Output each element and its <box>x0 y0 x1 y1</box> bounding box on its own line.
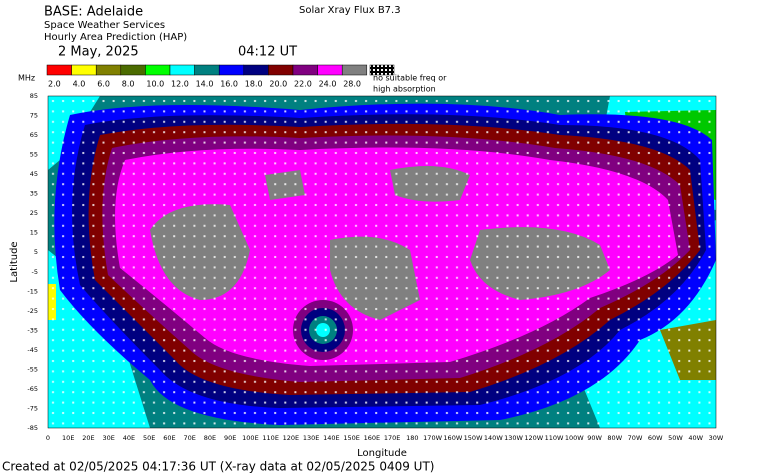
latitude-label: 25 <box>30 209 38 217</box>
longitude-label: 80W <box>607 434 622 442</box>
latitude-label: 55 <box>30 151 38 159</box>
legend-swatch <box>71 64 97 76</box>
longitude-label: 100W <box>565 434 584 442</box>
longitude-label: 140W <box>484 434 503 442</box>
longitude-label: 70E <box>184 434 196 442</box>
longitude-label: 140E <box>323 434 340 442</box>
flux: Solar Xray Flux B7.3 <box>299 5 401 16</box>
longitude-label: 150E <box>343 434 360 442</box>
longitude-label: 60W <box>648 434 663 442</box>
latitude-label: 5 <box>34 248 38 256</box>
legend-label: 22.0 <box>294 80 312 89</box>
latitude-label: -15 <box>27 287 38 295</box>
legend-label: 24.0 <box>319 80 337 89</box>
legend-swatch <box>292 64 318 76</box>
latitude-label: -85 <box>27 424 38 432</box>
legend-label: 2.0 <box>48 80 61 89</box>
longitude-label: 60E <box>163 434 175 442</box>
longitude-label: 80E <box>204 434 216 442</box>
legend-label: 4.0 <box>73 80 86 89</box>
longitude-label: 20E <box>82 434 94 442</box>
legend-swatch <box>317 64 343 76</box>
legend-swatch <box>341 64 368 76</box>
longitude-label: 100E <box>242 434 259 442</box>
latitude-label: 85 <box>30 92 38 100</box>
latitude-label: 75 <box>30 112 38 120</box>
longitude-label: 70W <box>628 434 643 442</box>
latitude-label: -5 <box>32 268 38 276</box>
legend-swatch <box>46 64 72 76</box>
legend-label: 16.0 <box>220 80 238 89</box>
no-freq-label: high absorption <box>373 85 436 94</box>
longitude-label: 0 <box>46 434 50 442</box>
legend-label: 18.0 <box>245 80 263 89</box>
longitude-label: 130E <box>303 434 320 442</box>
latitude-label: -35 <box>27 326 38 334</box>
footer: Created at 02/05/2025 04:17:36 UT (X-ray… <box>2 460 434 474</box>
legend-swatch <box>120 64 146 76</box>
longitude-label: 120E <box>283 434 300 442</box>
legend-swatch <box>145 64 171 76</box>
legend-label: 12.0 <box>171 80 189 89</box>
latitude-label: 65 <box>30 131 38 139</box>
legend-label: 6.0 <box>97 80 110 89</box>
legend-swatch <box>194 64 220 76</box>
latitude-label: 45 <box>30 170 38 178</box>
latitude-label: -25 <box>27 307 38 315</box>
longitude-label: 90W <box>587 434 602 442</box>
base: BASE: Adelaide <box>44 5 143 20</box>
longitude-label: 40W <box>688 434 703 442</box>
legend-unit: MHz <box>18 74 35 83</box>
longitude-label: 170W <box>423 434 442 442</box>
plot-frame <box>47 95 717 429</box>
longitude-label: 160E <box>364 434 381 442</box>
legend-label: 28.0 <box>343 80 361 89</box>
longitude-label: 180 <box>406 434 418 442</box>
product: Hourly Area Prediction (HAP) <box>44 32 187 43</box>
longitude-label: 90E <box>224 434 236 442</box>
legend-label: 20.0 <box>269 80 287 89</box>
latitude-label: 15 <box>30 229 38 237</box>
latitude-label: 35 <box>30 190 38 198</box>
map-area <box>48 96 716 428</box>
legend-label: 10.0 <box>146 80 164 89</box>
legend-swatch <box>268 64 294 76</box>
no-freq-label: no suitable freq or <box>373 74 447 83</box>
date: 2 May, 2025 <box>58 45 139 60</box>
latitude-label: -55 <box>27 365 38 373</box>
legend-swatch <box>169 64 195 76</box>
longitude-label: 150W <box>464 434 483 442</box>
legend-label: 14.0 <box>196 80 214 89</box>
longitude-label: 130W <box>504 434 523 442</box>
longitude-label: 170E <box>384 434 401 442</box>
latitude-label: -45 <box>27 346 38 354</box>
longitude-label: 120W <box>524 434 543 442</box>
longitude-label: 10E <box>62 434 74 442</box>
longitude-label: 30E <box>103 434 115 442</box>
longitude-label: 50E <box>143 434 155 442</box>
x-title: Longitude <box>357 448 407 459</box>
no-freq-swatch <box>369 64 395 76</box>
longitude-label: 110E <box>262 434 279 442</box>
legend-swatch <box>95 64 122 76</box>
longitude-label: 50W <box>668 434 683 442</box>
latitude-label: -75 <box>27 404 38 412</box>
longitude-label: 30W <box>709 434 724 442</box>
longitude-label: 110W <box>545 434 564 442</box>
y-title: Latitude <box>9 241 20 282</box>
legend-label: 8.0 <box>122 80 135 89</box>
legend-swatch <box>243 64 269 76</box>
service: Space Weather Services <box>44 20 165 31</box>
longitude-label: 160W <box>443 434 462 442</box>
longitude-label: 40E <box>123 434 135 442</box>
latitude-label: -65 <box>27 385 38 393</box>
time: 04:12 UT <box>238 45 297 60</box>
legend-swatch <box>218 64 245 76</box>
